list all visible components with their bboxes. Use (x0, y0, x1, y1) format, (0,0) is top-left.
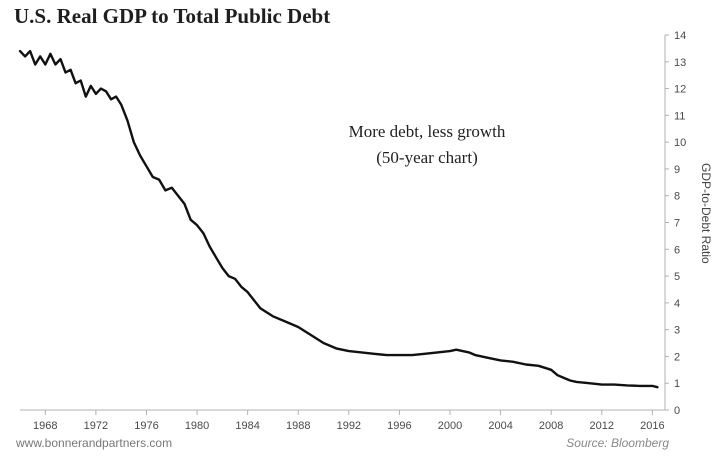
x-tick-label: 1976 (134, 420, 158, 432)
y-tick-label: 5 (674, 271, 680, 283)
y-tick-label: 13 (674, 57, 686, 69)
x-tick-label: 1988 (286, 420, 310, 432)
x-tick-label: 1980 (185, 420, 209, 432)
y-tick-label: 6 (674, 244, 680, 256)
y-tick-label: 14 (674, 30, 686, 42)
x-tick-label: 2004 (488, 420, 512, 432)
annotation-line-1: More debt, less growth (349, 122, 506, 141)
y-axis-label: GDP-to-Debt Ratio (699, 163, 713, 264)
y-tick-label: 4 (674, 298, 680, 310)
x-tick-label: 1984 (235, 420, 259, 432)
y-tick-label: 0 (674, 405, 680, 417)
y-tick-label: 12 (674, 84, 686, 96)
y-tick-label: 9 (674, 164, 680, 176)
x-tick-label: 1968 (33, 420, 57, 432)
x-tick-label: 1972 (84, 420, 108, 432)
x-tick-label: 2012 (590, 420, 614, 432)
x-tick-label: 2000 (438, 420, 462, 432)
annotation-line-2: (50-year chart) (376, 148, 477, 167)
y-tick-label: 8 (674, 191, 680, 203)
y-tick-label: 3 (674, 325, 680, 337)
y-tick-label: 10 (674, 137, 686, 149)
y-tick-label: 2 (674, 351, 680, 363)
x-tick-label: 1992 (337, 420, 361, 432)
y-tick-label: 7 (674, 218, 680, 230)
footer-website: www.bonnerandpartners.com (15, 436, 172, 450)
x-tick-label: 2008 (539, 420, 563, 432)
footer-source: Source: Bloomberg (566, 436, 669, 450)
series-line-gdp-to-debt (18, 49, 659, 389)
x-tick-label: 2016 (640, 420, 664, 432)
y-tick-label: 11 (674, 110, 685, 122)
x-axis-ticks: 1968 1972 1976 1980 1984 1988 1992 1996 2000 2004… (33, 410, 665, 432)
x-tick-label: 1996 (387, 420, 411, 432)
y-tick-label: 1 (674, 378, 680, 390)
chart-title: U.S. Real GDP to Total Public Debt (14, 4, 331, 28)
